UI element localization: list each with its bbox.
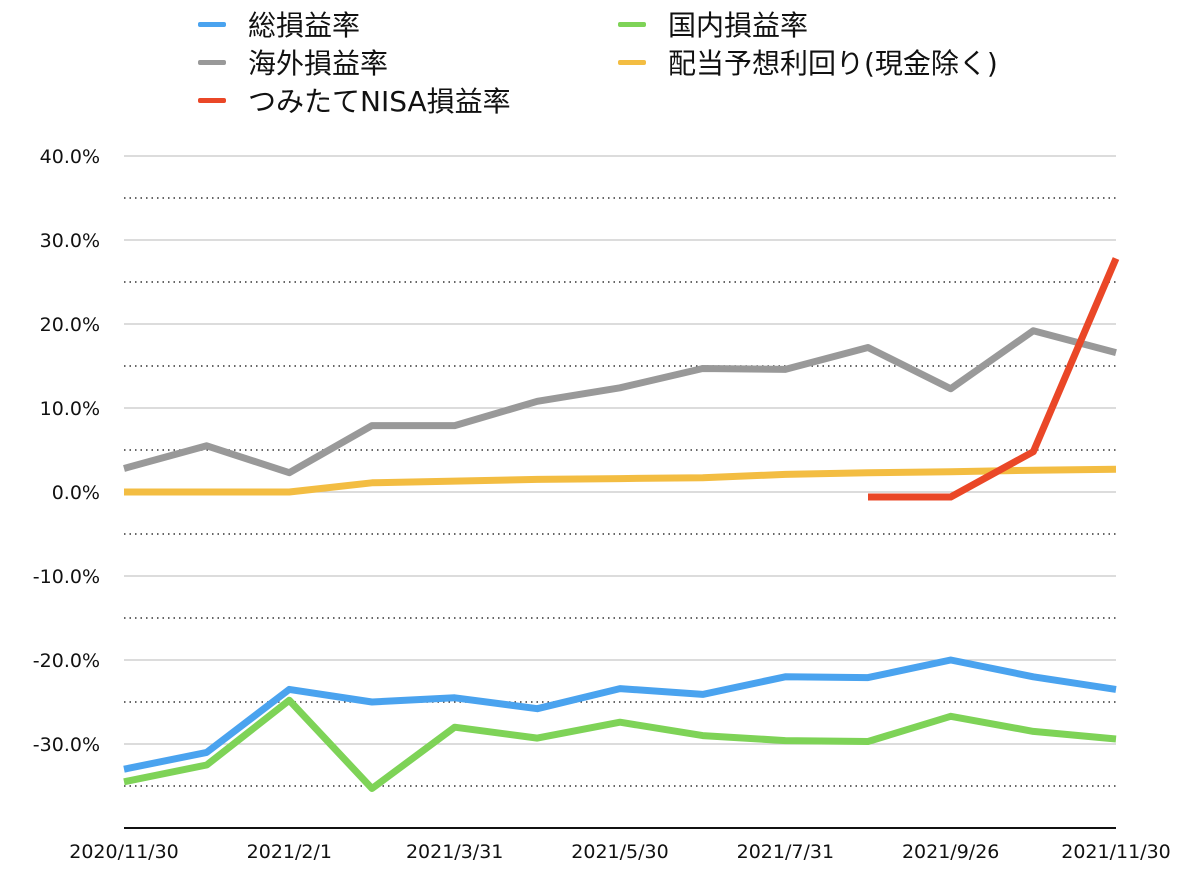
legend-label-dividend: 配当予想利回り(現金除く) bbox=[668, 47, 998, 80]
legend-swatch-dividend bbox=[618, 59, 646, 65]
legend-swatch-total bbox=[198, 21, 226, 27]
y-tick-label: 30.0% bbox=[40, 230, 100, 252]
series-domestic-line bbox=[123, 696, 1117, 792]
x-tick-label: 2021/3/31 bbox=[406, 841, 503, 863]
legend-item-nisa: つみたてNISA損益率 bbox=[198, 80, 511, 120]
series-nisa-line bbox=[868, 257, 1120, 501]
legend-item-overseas: 海外損益率 bbox=[198, 42, 388, 82]
series-overseas-line bbox=[123, 327, 1117, 477]
legend-item-domestic: 国内損益率 bbox=[618, 4, 808, 44]
y-tick-label: -10.0% bbox=[33, 566, 100, 588]
series-total-line bbox=[123, 656, 1117, 773]
x-tick-label: 2021/9/26 bbox=[902, 841, 999, 863]
legend-label-domestic: 国内損益率 bbox=[668, 9, 809, 42]
x-tick-label: 2021/11/30 bbox=[1061, 841, 1171, 863]
legend-item-dividend: 配当予想利回り(現金除く) bbox=[618, 42, 998, 82]
y-tick-label: 0.0% bbox=[52, 482, 100, 504]
legend-swatch-domestic bbox=[618, 21, 646, 27]
x-tick-label: 2020/11/30 bbox=[69, 841, 179, 863]
y-tick-label: -20.0% bbox=[33, 650, 100, 672]
legend-swatch-overseas bbox=[198, 59, 226, 65]
legend-label-total: 総損益率 bbox=[248, 9, 361, 42]
legend-label-overseas: 海外損益率 bbox=[248, 47, 389, 80]
series-dividend-line bbox=[124, 465, 1117, 496]
y-tick-label: 10.0% bbox=[40, 398, 100, 420]
x-tick-label: 2021/5/30 bbox=[571, 841, 668, 863]
y-tick-label: 20.0% bbox=[40, 314, 100, 336]
legend-label-nisa: つみたてNISA損益率 bbox=[248, 85, 511, 118]
y-tick-label: 40.0% bbox=[40, 146, 100, 168]
y-tick-label: -30.0% bbox=[33, 734, 100, 756]
x-tick-label: 2021/7/31 bbox=[737, 841, 834, 863]
x-tick-label: 2021/2/1 bbox=[247, 841, 332, 863]
legend-item-total: 総損益率 bbox=[198, 4, 360, 44]
legend-swatch-nisa bbox=[198, 97, 226, 103]
